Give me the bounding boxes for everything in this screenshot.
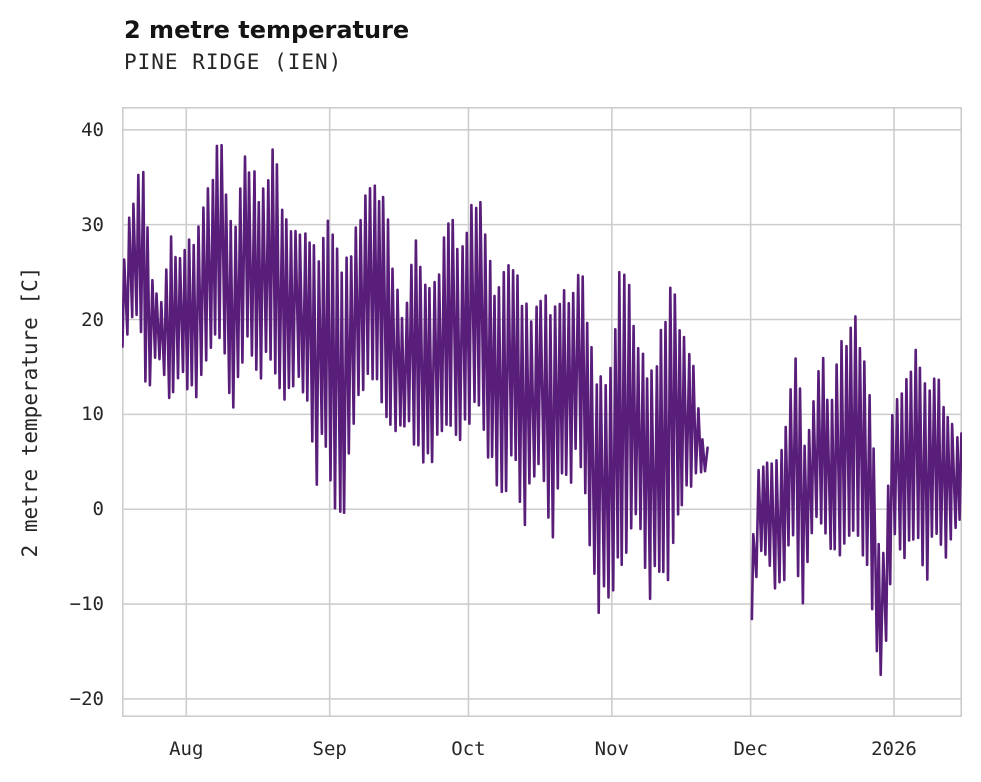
y-tick-label: −10 [69,593,104,616]
plot-area [122,107,962,717]
x-tick-label: Dec [733,738,768,760]
y-tick-label: 30 [81,213,104,236]
temperature-line-post-gap [750,315,962,677]
temperature-line-pre-gap [122,143,709,615]
y-tick-label: −20 [69,687,104,710]
plot-frame [122,107,962,717]
y-tick-label: 0 [92,498,104,521]
x-tick-label: Nov [594,738,630,760]
x-tick-label: Sep [312,738,347,760]
y-tick-label: 40 [81,118,104,141]
x-tick-label: 2026 [871,738,917,760]
y-tick-label: 10 [81,403,104,426]
chart-title: 2 metre temperature [124,16,410,44]
x-tick-label: Oct [451,738,486,760]
chart-subtitle: PINE RIDGE (IEN) [124,50,343,74]
y-tick-label: 20 [81,308,104,331]
x-tick-label: Aug [169,738,204,760]
